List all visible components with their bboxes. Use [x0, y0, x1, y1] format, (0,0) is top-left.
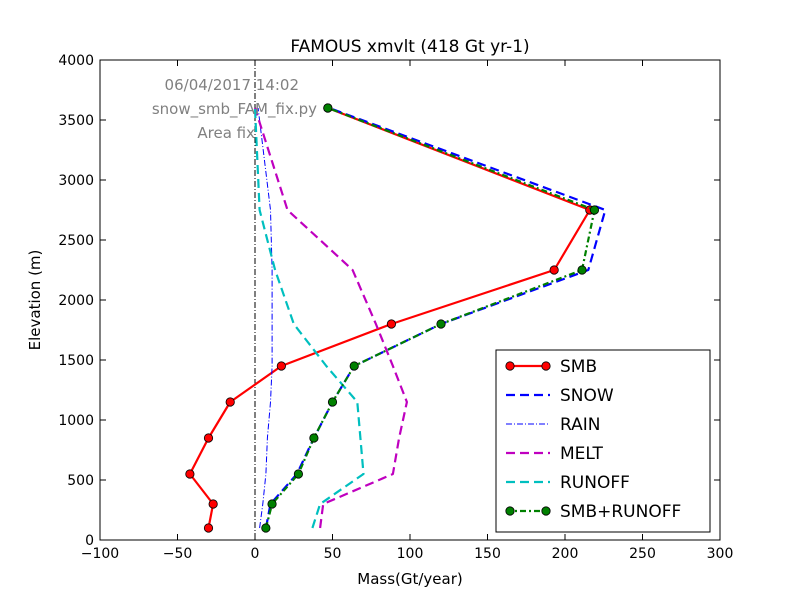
legend-marker-smb: [505, 361, 515, 371]
x-tick-label: 200: [552, 546, 579, 562]
x-tick-label: 150: [474, 546, 501, 562]
y-tick-label: 3000: [58, 173, 94, 189]
x-tick-label: −100: [81, 546, 119, 562]
legend-label-snow: SNOW: [560, 386, 614, 406]
x-tick-label: 50: [324, 546, 342, 562]
y-tick-label: 2500: [58, 233, 94, 249]
legend-marker-smb-runoff: [505, 506, 515, 516]
data-point-smb: [203, 523, 214, 533]
x-tick-label: 100: [397, 546, 424, 562]
y-tick-label: 1500: [58, 353, 94, 369]
y-tick-label: 1000: [58, 413, 94, 429]
y-tick-label: 0: [85, 533, 94, 549]
data-point-smb: [386, 319, 396, 329]
data-point-smb-runoff: [293, 469, 303, 479]
data-point-smb-runoff: [309, 433, 319, 443]
data-point-smb-runoff: [349, 361, 359, 371]
legend-label-smb-runoff: SMB+RUNOFF: [560, 502, 681, 522]
data-point-smb: [203, 433, 214, 443]
data-point-smb-runoff: [261, 523, 271, 533]
legend-label-runoff: RUNOFF: [560, 473, 630, 493]
chart-title: FAMOUS xmvlt (418 Gt yr-1): [290, 37, 529, 57]
y-tick-label: 500: [67, 473, 94, 489]
plot-area: [185, 60, 607, 540]
data-point-smb-runoff: [323, 103, 333, 113]
legend-label-rain: RAIN: [560, 415, 600, 435]
legend-label-smb: SMB: [560, 357, 597, 377]
legend-box: [495, 349, 711, 533]
x-tick-label: 0: [251, 546, 260, 562]
data-point-smb: [208, 499, 218, 509]
series-line-rain: [257, 107, 273, 529]
data-point-smb-runoff: [577, 265, 587, 275]
data-point-smb: [185, 469, 195, 479]
series-line-smb-runoff: [264, 106, 596, 529]
data-point-smb-runoff: [436, 319, 446, 329]
y-tick-label: 4000: [58, 53, 94, 69]
legend-marker-smb: [541, 361, 551, 371]
legend: SMB SNOW RAIN MELT RUNOFF SMB+RUNOFF: [495, 349, 711, 533]
x-tick-label: 300: [707, 546, 734, 562]
series-line-melt: [253, 107, 408, 529]
data-point-smb: [276, 361, 286, 371]
x-tick-label: −50: [163, 546, 193, 562]
x-axis-label: Mass(Gt/year): [357, 570, 463, 588]
axes-group: −100 −50 0 50 100 150 200 250 300050010001500200…: [58, 53, 733, 562]
legend-label-melt: MELT: [560, 444, 604, 464]
y-tick-label: 2000: [58, 293, 94, 309]
series-line-smb: [188, 106, 591, 529]
series-line-snow: [264, 106, 607, 529]
data-point-smb: [225, 397, 235, 407]
annotation-text: snow_smb_FAM_fix.py: [152, 100, 317, 119]
data-point-smb: [549, 265, 559, 275]
data-point-smb-runoff: [267, 499, 277, 509]
annotation-text: 06/04/2017 14:02: [165, 76, 299, 94]
annotation-group: 06/04/2017 14:02 snow_smb_FAM_fix.py Area …: [152, 76, 317, 142]
data-point-smb-runoff: [327, 397, 338, 407]
y-tick-label: 3500: [58, 113, 94, 129]
data-point-smb-runoff: [589, 205, 600, 215]
legend-marker-smb-runoff: [541, 506, 551, 516]
series-line-runoff: [253, 107, 365, 529]
y-axis-label: Elevation (m): [26, 250, 44, 351]
annotation-text: Area fix: [197, 124, 255, 142]
x-tick-label: 250: [629, 546, 656, 562]
